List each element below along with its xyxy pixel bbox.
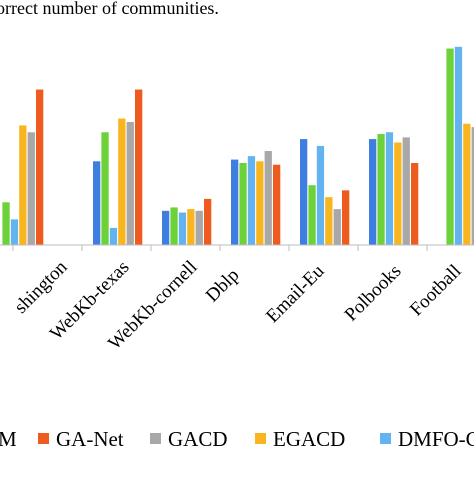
bar-webkb-cornell-egacd [187, 209, 195, 245]
bar-webkb-texas-m [93, 161, 101, 245]
legend-label-dmfo-c: DMFO-C [398, 427, 474, 451]
bar-polbooks-dmfo-c [385, 132, 394, 245]
bar-shington-gacd [27, 132, 35, 245]
bar-shington-series-1 [2, 202, 10, 245]
x-tick-label: Polbooks [341, 261, 406, 326]
bar-email-eu-gacd [333, 209, 341, 245]
bar-webkb-cornell-ga-net [204, 198, 212, 245]
legend-swatch-egacd [255, 433, 266, 444]
bar-webkb-cornell-gacd [195, 210, 203, 245]
legend-label-egacd: EGACD [273, 427, 345, 451]
bar-polbooks-m [369, 139, 377, 245]
bar-dblp-ga-net [273, 164, 281, 245]
bar-email-eu-dmfo-c [316, 145, 325, 245]
bar-webkb-texas-gacd [126, 122, 134, 245]
bar-football-dmfo-c [454, 46, 463, 246]
bar-webkb-cornell-m [162, 210, 170, 245]
legend: M GA-Net GACD EGACD DMFO-C [0, 427, 474, 451]
x-tick-label: Football [406, 261, 466, 321]
bar-football-series-1 [446, 48, 454, 245]
bar-webkb-texas-series-1 [101, 132, 109, 245]
bar-shington-egacd [19, 125, 27, 245]
legend-label-m: M [0, 427, 17, 451]
bar-shington-dmfo-c [10, 219, 19, 245]
bar-shington-ga-net [36, 89, 44, 246]
x-tick-label: shington [10, 256, 71, 317]
bar-dblp-dmfo-c [247, 156, 256, 245]
legend-label-gacd: GACD [168, 427, 228, 451]
bar-webkb-cornell-series-1 [170, 207, 178, 245]
bar-polbooks-ga-net [411, 163, 419, 245]
legend-swatch-dmfo-c [380, 433, 391, 444]
bar-dblp-m [231, 159, 239, 245]
bar-polbooks-gacd [402, 137, 410, 245]
bar-email-eu-ga-net [342, 190, 350, 245]
bar-dblp-egacd [256, 161, 264, 245]
bar-webkb-texas-dmfo-c [109, 227, 118, 245]
x-tick-label: Email-Eu [262, 260, 329, 327]
bar-webkb-cornell-dmfo-c [178, 212, 187, 245]
bars-layer [2, 46, 474, 246]
bar-dblp-series-1 [239, 163, 247, 245]
x-ticks [12, 245, 428, 251]
bar-dblp-gacd [264, 151, 272, 245]
bar-email-eu-series-1 [308, 185, 316, 245]
bar-football-gacd [471, 127, 474, 245]
figure-caption: orrect number of communities. [0, 0, 219, 18]
bar-webkb-texas-egacd [118, 118, 126, 245]
legend-swatch-gacd [150, 433, 161, 444]
bar-email-eu-egacd [325, 197, 333, 245]
bar-webkb-texas-ga-net [135, 89, 143, 246]
bar-polbooks-egacd [394, 142, 402, 245]
bar-email-eu-m [300, 139, 308, 245]
legend-swatch-ga-net [38, 433, 49, 444]
bar-polbooks-series-1 [377, 133, 385, 245]
bar-football-egacd [463, 123, 471, 245]
legend-label-ga-net: GA-Net [56, 427, 124, 451]
x-tick-label: Dblp [202, 265, 244, 307]
